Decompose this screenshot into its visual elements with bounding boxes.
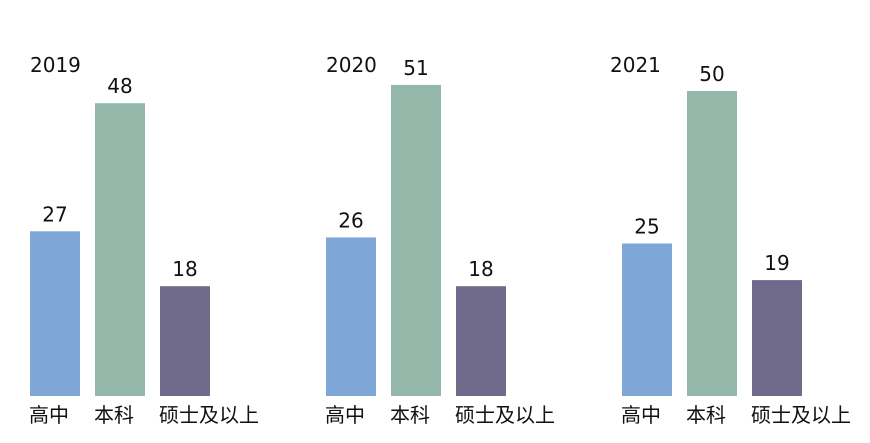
bar <box>687 91 737 396</box>
data-label: 19 <box>764 251 789 275</box>
category-label: 硕士及以上 <box>455 403 555 427</box>
data-label: 18 <box>172 257 197 281</box>
data-label: 50 <box>699 62 724 86</box>
year-label: 2020 <box>326 53 377 77</box>
bar <box>160 286 210 396</box>
year-label: 2019 <box>30 53 81 77</box>
category-label: 高中 <box>621 403 661 427</box>
data-label: 51 <box>403 56 428 80</box>
chart-group-2019: 2019 27 高中 48 本科 18 硕士及以上 <box>29 53 259 427</box>
category-label: 高中 <box>29 403 69 427</box>
data-label: 27 <box>42 202 67 226</box>
category-label: 本科 <box>94 403 134 427</box>
data-label: 48 <box>107 74 132 98</box>
data-label: 18 <box>468 257 493 281</box>
bar <box>326 237 376 396</box>
category-label: 硕士及以上 <box>751 403 851 427</box>
chart-group-2021: 2021 25 高中 50 本科 19 硕士及以上 <box>610 53 851 427</box>
bar <box>95 103 145 396</box>
category-label: 本科 <box>390 403 430 427</box>
bar <box>622 243 672 396</box>
bar <box>752 280 802 396</box>
data-label: 26 <box>338 208 363 232</box>
category-label: 高中 <box>325 403 365 427</box>
data-label: 25 <box>634 215 659 239</box>
bar <box>391 84 441 397</box>
chart-group-2020: 2020 26 高中 51 本科 18 硕士及以上 <box>325 53 555 427</box>
bar <box>456 286 506 396</box>
category-label: 本科 <box>686 403 726 427</box>
category-label: 硕士及以上 <box>159 403 259 427</box>
bar <box>30 231 80 396</box>
year-label: 2021 <box>610 53 661 77</box>
